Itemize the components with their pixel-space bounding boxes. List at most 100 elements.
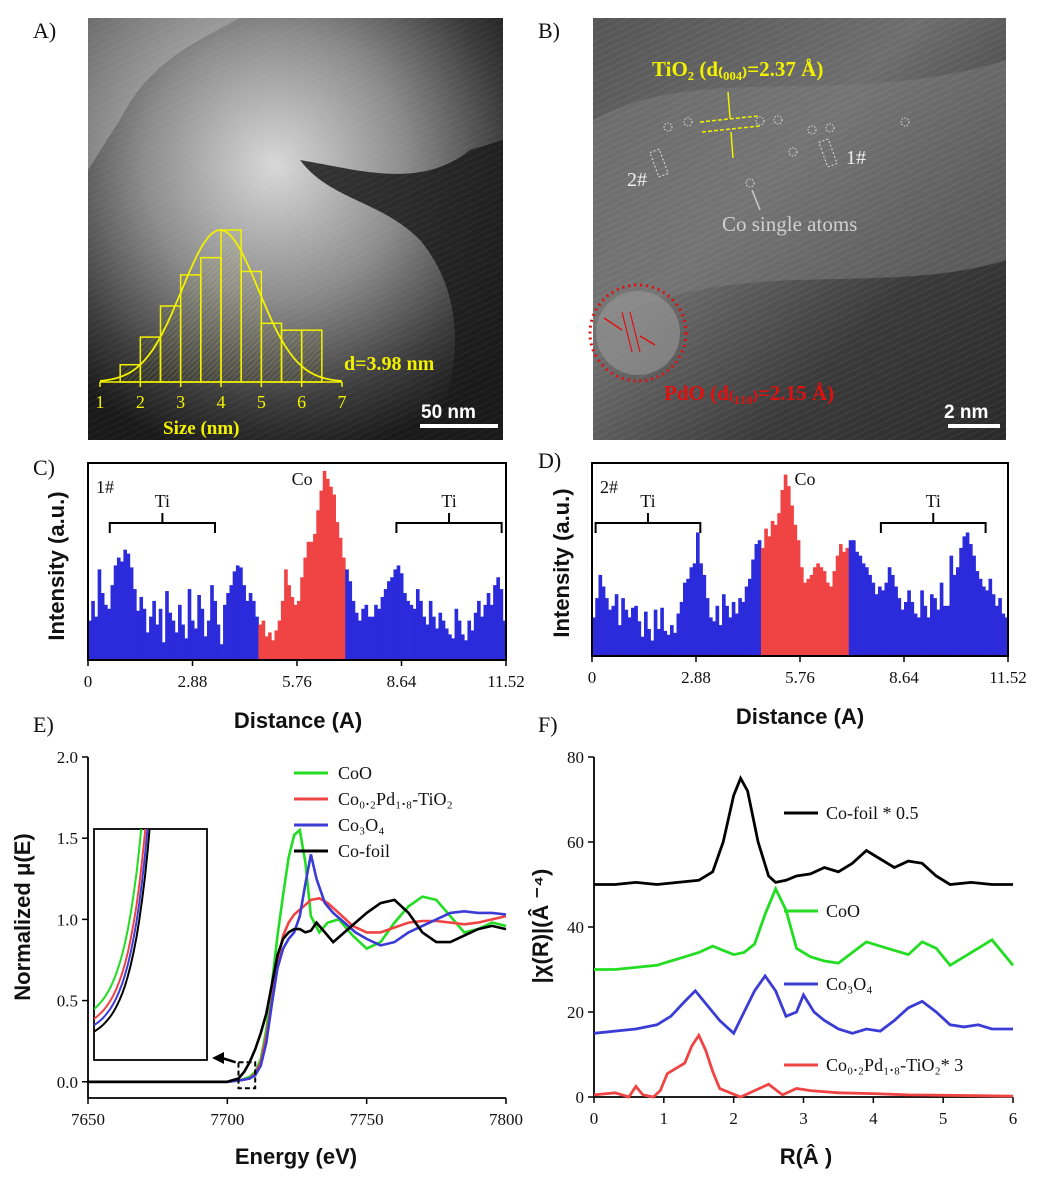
intensity-bar [415,589,420,660]
intensity-bar [303,557,308,660]
intensity-bar [982,586,986,656]
exafs-chart: 0 20 40 60 80 0 1 2 3 4 5 6 Co-foil * 0.5 CoO Co₃O₄ Co₀… [567,748,1017,1128]
intensity-bar [274,630,279,660]
profile-mark-1: 1# [846,147,866,169]
x-tick-label: 7650 [71,1110,105,1129]
histogram-tick-label: 3 [176,392,185,412]
intensity-bar [650,640,655,656]
intensity-bar [826,582,830,656]
intensity-bar [396,565,401,660]
intensity-bar [325,478,330,660]
co-atom-arrow [751,189,761,211]
intensity-bar [618,625,622,656]
intensity-bar [670,625,674,656]
intensity-bar [702,574,707,656]
intensity-bar [88,620,92,660]
intensity-bar [1004,617,1009,656]
intensity-bar [406,600,410,660]
x-tick-label: 2.88 [178,672,208,691]
x-axis-title-f: R(Â ) [780,1144,833,1169]
intensity-bar [878,586,882,656]
intensity-bar [592,617,596,656]
intensity-bar [332,494,336,660]
intensity-bar [158,608,163,660]
intensity-bar [502,620,507,660]
intensity-bar [268,632,272,660]
intensity-bar [116,557,121,660]
panel-letter-c: C) [33,455,55,480]
series-line [88,854,507,1084]
intensity-bar [460,634,465,660]
intensity-bar [887,567,892,656]
intensity-bar [770,520,775,656]
intensity-bar [277,620,282,660]
intensity-bar [165,591,169,660]
panel-letter-d: D) [538,448,561,473]
intensity-bar [917,617,921,656]
y-tick-label: 2.0 [57,748,78,767]
panel-c: C) Intensity (a.u.) Distance (A) 0 2.88 5.… [33,455,525,733]
intensity-bar [126,553,131,660]
histogram-tick-label: 6 [297,392,306,412]
profile-mark-2: 2# [627,169,647,191]
intensity-bar [206,620,211,660]
intensity-bar [796,540,801,656]
intensity-bar [309,541,314,660]
intensity-bar [441,620,446,660]
intensity-bar [839,544,843,656]
intensity-bar [293,604,298,660]
intensity-bar [489,604,494,660]
intensity-bar [780,490,785,656]
intensity-bar [120,561,124,660]
profile-label: 1# [96,477,114,497]
intensity-bar [891,574,895,656]
co-single-atoms-label: Co single atoms [722,212,857,236]
intensity-bar [666,634,671,656]
x-axis-title-c: Distance (A) [234,708,362,733]
intensity-bar [614,594,619,656]
intensity-bar [819,567,824,656]
intensity-bar [454,608,459,660]
intensity-bar [874,594,879,656]
intensity-bar [280,600,285,660]
intensity-bar [959,547,963,656]
intensity-bar [709,617,713,656]
line-profile-1-box [818,138,838,168]
intensity-bar [451,638,455,660]
intensity-bar [816,563,820,656]
histogram-bar [300,329,323,383]
region-label-co: Co [795,469,816,489]
intensity-bar [741,601,746,656]
intensity-bar [657,628,661,656]
intensity-bar [197,594,201,660]
intensity-bar [383,589,388,660]
intensity-bar [435,628,439,660]
intensity-bar [467,620,472,660]
tio2-arrow-bottom [730,131,734,159]
panel-letter-f: F) [538,712,558,737]
intensity-bar [229,585,234,660]
intensity-bar [653,609,658,656]
intensity-bar [777,513,781,656]
panel-e: E) Normalized μ(E) Energy (eV) 0.0 0.5 1.0… [10,712,523,1169]
y-axis-title-d: Intensity (a.u.) [549,488,574,637]
intensity-bar [705,598,710,656]
intensity-bar [858,555,863,656]
intensity-bar [187,589,192,660]
x-tick-label: 6 [1009,1109,1018,1128]
intensity-bar [930,594,934,656]
intensity-bar [800,567,804,656]
intensity-bar [300,577,304,660]
intensity-bar [715,605,720,656]
intensity-bar [242,585,246,660]
intensity-bar [725,605,729,656]
intensity-bar [904,601,908,656]
intensity-bar [235,565,240,660]
intensity-bar [728,617,733,656]
x-tick-label: 0 [590,1109,599,1128]
intensity-bar [949,555,954,656]
intensity-bar [923,605,928,656]
pdo-fringe-2 [629,311,641,353]
intensity-bar [969,544,973,656]
